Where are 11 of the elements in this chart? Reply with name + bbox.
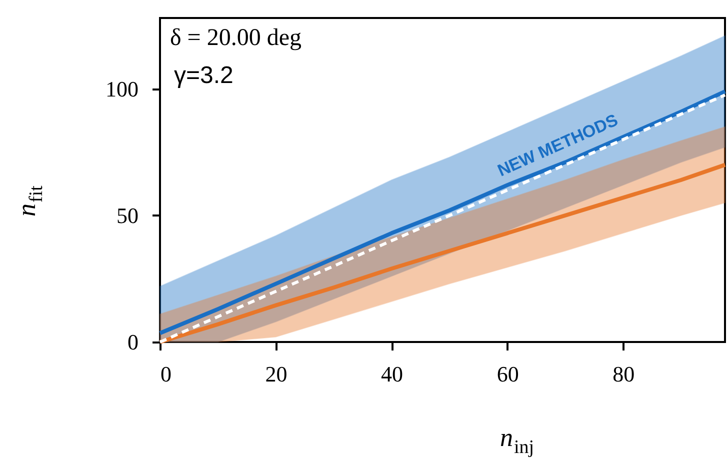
y-tick-label: 50 <box>116 202 138 228</box>
y-axis-title: nfit <box>12 184 47 216</box>
y-tick-label: 0 <box>128 330 138 354</box>
y-tick-label: 100 <box>106 76 138 102</box>
x-tick-label: 20 <box>265 362 288 386</box>
x-tick-label: 60 <box>496 362 519 386</box>
x-tick-label: 0 <box>160 362 172 386</box>
annotation: δ = 20.00 deg <box>170 25 302 51</box>
x-tick-label: 80 <box>612 362 635 386</box>
x-tick-label: 40 <box>381 362 404 386</box>
annotation: γ=3.2 <box>174 62 234 89</box>
